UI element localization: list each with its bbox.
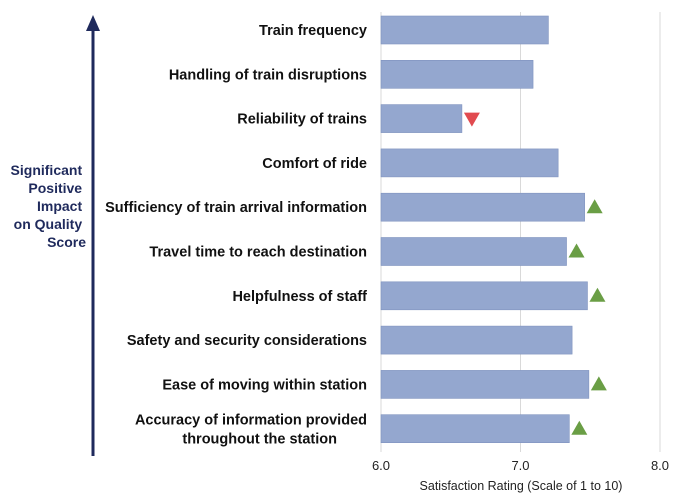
- x-axis-title: Satisfaction Rating (Scale of 1 to 10): [420, 479, 623, 493]
- category-label: Comfort of ride: [262, 156, 367, 172]
- category-label: Safety and security considerations: [127, 333, 367, 349]
- category-label-line: throughout the station: [182, 432, 337, 448]
- category-label: Accuracy of information provided througho…: [135, 413, 367, 448]
- category-labels: Train frequency Handling of train disrupt…: [105, 23, 367, 448]
- category-label: Helpfulness of staff: [232, 289, 367, 305]
- bar: [380, 414, 570, 444]
- bar: [380, 325, 573, 355]
- bar: [380, 192, 585, 222]
- bars: [380, 15, 590, 444]
- category-label-line: Reliability of trains: [237, 112, 367, 128]
- down-marker: [463, 112, 480, 127]
- category-label-line: Comfort of ride: [262, 156, 367, 172]
- side-annotation-line: Positive: [28, 180, 82, 196]
- up-marker: [571, 420, 588, 435]
- category-label: Sufficiency of train arrival information: [105, 200, 367, 216]
- bar: [380, 104, 463, 133]
- side-annotation-line: on Quality: [14, 216, 83, 232]
- category-label-line: Travel time to reach destination: [149, 245, 367, 261]
- side-annotation-line: Impact: [37, 198, 82, 214]
- bar: [380, 370, 590, 399]
- up-marker: [590, 376, 607, 391]
- x-axis-ticks: 6.0 7.0 8.0: [372, 458, 669, 473]
- category-label-line: Train frequency: [259, 23, 367, 39]
- impact-arrow: [86, 15, 100, 456]
- up-marker: [586, 199, 603, 214]
- bar: [380, 59, 534, 89]
- significance-markers: [463, 112, 607, 435]
- bar: [380, 281, 588, 311]
- category-label-line: Helpfulness of staff: [232, 289, 367, 305]
- category-label-line: Ease of moving within station: [162, 377, 367, 393]
- category-label-line: Safety and security considerations: [127, 333, 367, 349]
- x-tick-label: 8.0: [651, 458, 669, 473]
- bar: [380, 148, 559, 178]
- impact-arrow-head: [86, 15, 100, 31]
- up-marker: [568, 243, 585, 258]
- up-marker: [589, 287, 606, 302]
- category-label-line: Handling of train disruptions: [169, 67, 367, 83]
- category-label: Travel time to reach destination: [149, 245, 367, 261]
- x-tick-label: 7.0: [511, 458, 529, 473]
- side-annotation-line: Score: [47, 234, 86, 250]
- category-label: Reliability of trains: [237, 112, 367, 128]
- bar: [380, 15, 549, 45]
- category-label: Train frequency: [259, 23, 367, 39]
- side-annotation: Significant Positive Impact on Quality S…: [11, 162, 87, 250]
- category-label: Handling of train disruptions: [169, 67, 367, 83]
- category-label: Ease of moving within station: [162, 377, 367, 393]
- bar: [380, 237, 567, 266]
- side-annotation-line: Significant: [11, 162, 83, 178]
- category-label-line: Sufficiency of train arrival information: [105, 200, 367, 216]
- x-tick-label: 6.0: [372, 458, 390, 473]
- category-label-line: Accuracy of information provided: [135, 413, 367, 429]
